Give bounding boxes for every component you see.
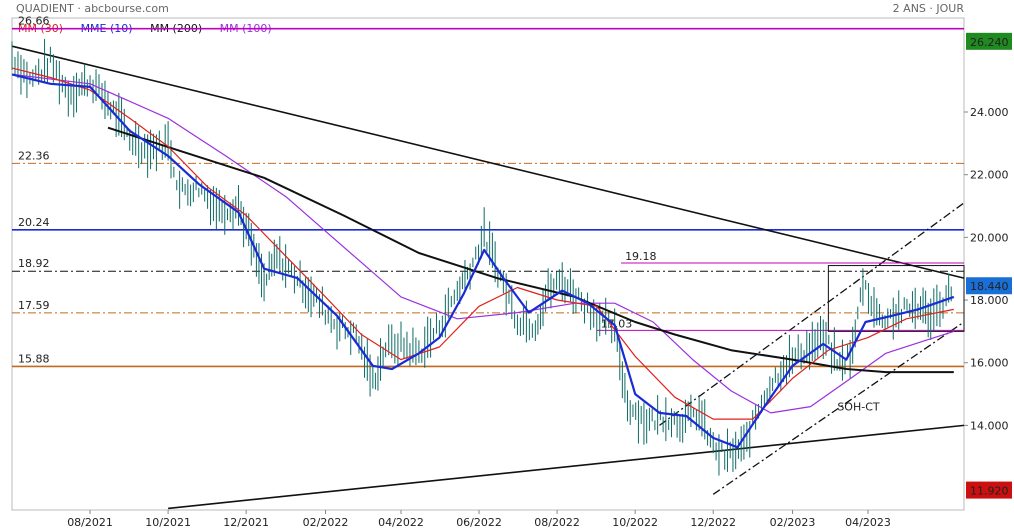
x-tick-label: 04/2022 bbox=[378, 516, 424, 529]
x-tick-label: 10/2021 bbox=[145, 516, 191, 529]
uptrend-line bbox=[168, 424, 965, 510]
badge-high-bg bbox=[966, 32, 1012, 50]
badge-last-bg bbox=[966, 277, 1012, 295]
x-tick-label: 12/2022 bbox=[690, 516, 736, 529]
x-tick-label: 08/2022 bbox=[534, 516, 580, 529]
plot-frame bbox=[11, 17, 965, 511]
channel-lower bbox=[712, 321, 965, 495]
x-tick-label: 12/2021 bbox=[223, 516, 269, 529]
chart-period: 2 ANS · JOUR bbox=[892, 2, 964, 15]
x-tick-label: 08/2021 bbox=[67, 516, 113, 529]
level-label: 22.36 bbox=[18, 149, 50, 162]
level-label: 26.66 bbox=[18, 15, 50, 28]
y-tick-label: 22.000 bbox=[970, 169, 1009, 182]
downtrend-line bbox=[11, 45, 965, 279]
series-mme10-line bbox=[11, 73, 955, 449]
zone-label: 19.18 bbox=[625, 250, 657, 263]
level-label: 20.24 bbox=[18, 216, 50, 229]
x-tick-label: 10/2022 bbox=[612, 516, 658, 529]
badge-low-label: 11.920 bbox=[970, 485, 1009, 498]
soh-ct-annotation: SOH-CT bbox=[837, 401, 880, 414]
x-tick-label: 02/2023 bbox=[770, 516, 816, 529]
y-tick-label: 18.000 bbox=[970, 294, 1009, 307]
series-mm100-line bbox=[11, 73, 954, 414]
series-mm200-line bbox=[107, 126, 954, 374]
badge-high-label: 26.240 bbox=[970, 36, 1009, 49]
chart-source: QUADIENT · abcbourse.com bbox=[16, 2, 169, 15]
x-tick-label: 02/2022 bbox=[303, 516, 349, 529]
y-tick-label: 14.000 bbox=[970, 419, 1009, 432]
badge-low-bg bbox=[966, 481, 1012, 499]
x-tick-label: 04/2023 bbox=[845, 516, 891, 529]
channel-upper bbox=[659, 202, 965, 426]
y-tick-label: 16.000 bbox=[970, 357, 1009, 370]
level-label: 17.59 bbox=[18, 299, 50, 312]
consolidation-box bbox=[827, 265, 965, 332]
badge-last-label: 18.440 bbox=[970, 280, 1009, 293]
y-tick-label: 20.000 bbox=[970, 231, 1009, 244]
level-label: 15.88 bbox=[18, 352, 50, 365]
x-tick-label: 06/2022 bbox=[456, 516, 502, 529]
series-mm30-line bbox=[11, 67, 954, 420]
level-label: 18.92 bbox=[18, 257, 50, 270]
y-tick-label: 24.000 bbox=[970, 106, 1009, 119]
